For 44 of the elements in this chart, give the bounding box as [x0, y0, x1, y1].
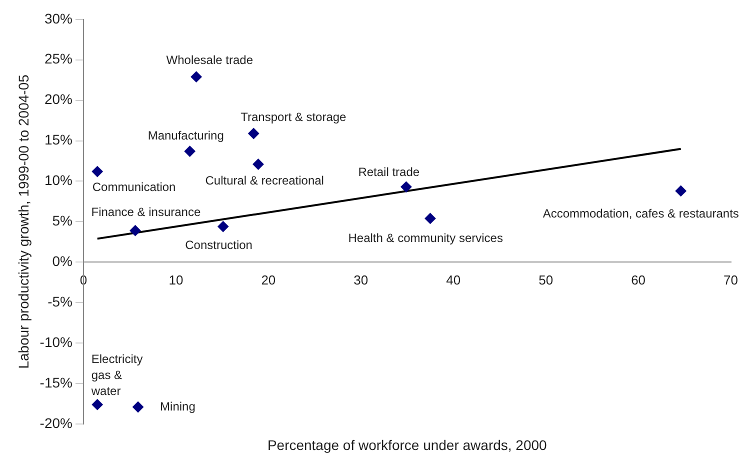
x-tick-label: 40 — [446, 272, 461, 288]
point — [92, 399, 103, 410]
x-tick-label: 60 — [631, 272, 646, 288]
annotation: Mining — [160, 399, 196, 414]
point — [252, 158, 264, 170]
point — [190, 71, 202, 82]
x-tick-label: 30 — [354, 272, 368, 288]
annotation: Accommodation, cafes & restaurants — [542, 206, 739, 220]
point — [132, 402, 144, 413]
y-tick-label: 30% — [44, 10, 72, 26]
x-axis-title: Percentage of workforce under awards, 2000 — [267, 436, 548, 453]
point — [400, 181, 412, 192]
point — [184, 146, 196, 157]
y-tick-label: 10% — [44, 172, 72, 188]
point — [675, 185, 686, 196]
x-tick-label: 50 — [538, 272, 554, 288]
y-tick-label: 20% — [44, 91, 72, 108]
y-tick-label: 15% — [44, 132, 72, 148]
y-tick-label: 5% — [52, 212, 72, 229]
annotation: Manufacturing — [148, 128, 224, 143]
annotation: Wholesale trade — [166, 53, 254, 68]
y-tick-label: -15% — [40, 374, 72, 390]
y-tick-label: 25% — [44, 50, 72, 67]
annotation: Electricity gas & water — [90, 352, 143, 398]
y-tick-label: -20% — [40, 414, 72, 431]
y-axis-title: Labour productivity growth, 1999-00 to 2004-05 — [15, 74, 32, 369]
annotation: Retail trade — [358, 165, 420, 180]
y-tick-label: 0% — [52, 253, 72, 270]
annotation: Finance & insurance — [91, 204, 201, 219]
annotation: Transport & storage — [240, 110, 347, 124]
y-tick-label: -5% — [48, 293, 72, 310]
y-tick-label: -10% — [40, 334, 72, 350]
point — [130, 225, 141, 236]
x-tick-label: 20 — [261, 272, 276, 288]
annotation: Communication — [92, 180, 176, 194]
annotation: Cultural & recreational — [205, 174, 324, 188]
point — [248, 128, 260, 139]
point — [218, 221, 229, 232]
point — [424, 212, 436, 224]
x-tick-label: 70 — [724, 272, 738, 288]
annotation: Construction — [185, 238, 252, 252]
x-tick-label: 10 — [168, 272, 184, 288]
point — [92, 166, 103, 178]
annotation: Health & community services — [348, 230, 503, 245]
